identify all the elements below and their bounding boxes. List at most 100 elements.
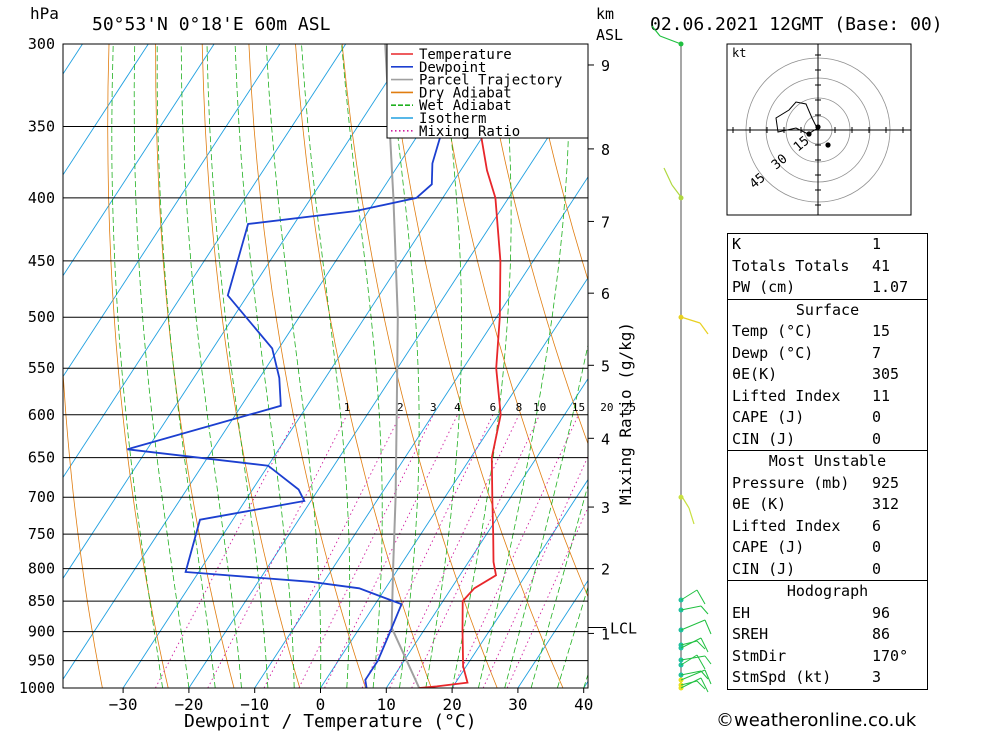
isotherm-line: [0, 44, 17, 688]
wet-adiabat-line: [341, 44, 383, 688]
surface-value: 0: [872, 429, 882, 448]
most_unstable-value: 0: [872, 538, 882, 556]
wind-barb: [688, 507, 695, 525]
mixing-ratio-line: [207, 414, 348, 688]
hodograph_table-value: 86: [872, 625, 891, 643]
mixing-ratio-label: 15: [572, 401, 585, 414]
pressure-tick-label: 550: [28, 359, 55, 377]
height-axis: 9 8 7 6 5 4 3 2 1 LCL: [588, 57, 637, 643]
wind-barb: [680, 677, 702, 689]
surface-row: CAPE (J) 0: [728, 407, 927, 429]
dry-adiabat-line: [388, 44, 564, 688]
hodograph_table-row: SREH 86: [728, 624, 927, 646]
surface-key: Lifted Index: [732, 386, 841, 405]
indices-key: Totals Totals: [732, 256, 850, 275]
wind-barb: [680, 670, 702, 676]
indices-row: Totals Totals 41: [728, 256, 927, 278]
hodograph_table-key: StmDir: [732, 646, 787, 665]
surface-key: Dewp (°C): [732, 343, 814, 362]
pressure-tick-label: 750: [28, 525, 55, 543]
height-tick-label: 6: [601, 285, 610, 303]
wind-barb: [704, 619, 712, 635]
most_unstable-row: Lifted Index 6: [728, 516, 927, 538]
mixing-ratio-label: 20: [600, 401, 613, 414]
wind-barb: [680, 637, 702, 649]
mixing-ratio-label: 1: [344, 401, 351, 414]
most_unstable-key: Lifted Index: [732, 516, 841, 535]
hodograph_table-key: SREH: [732, 625, 769, 643]
surface-row: CIN (J) 0: [728, 429, 927, 451]
wet-adiabat-line: [156, 44, 216, 688]
pressure-tick-label: 1000: [19, 679, 55, 697]
hpa-unit-label: hPa: [30, 4, 59, 23]
pressure-tick-label: 300: [28, 35, 55, 53]
legend-box: [386, 43, 589, 139]
lcl-label: LCL: [610, 619, 637, 637]
indices-row: PW (cm) 1.07: [728, 277, 927, 299]
wet-adiabat-line: [425, 44, 463, 688]
isotherm-line: [320, 277, 588, 688]
mixing-ratio-line: [263, 414, 401, 688]
wind-barb: [700, 605, 709, 615]
height-tick-label: 3: [601, 499, 610, 517]
dry-adiabat-line: [528, 44, 588, 282]
wet-adiabat-line: [206, 44, 269, 688]
mixing-ratio-label: 6: [490, 401, 497, 414]
hodograph_table-row: StmDir 170°: [728, 646, 927, 668]
indices-value: 41: [872, 256, 891, 275]
wind-barb: [696, 589, 706, 605]
indices-section: K 1 Totals Totals 41 PW (cm) 1.07: [728, 234, 927, 299]
temperature-line: [419, 44, 502, 688]
copyright-text: ©weatheronline.co.uk: [716, 710, 917, 731]
wind-barb-dot: [678, 195, 684, 201]
hodograph_table-value: 96: [872, 603, 891, 622]
isotherm-line: [188, 75, 588, 688]
wind-barb: [651, 25, 661, 37]
height-tick-label: 5: [601, 357, 610, 375]
wind-barb: [680, 589, 698, 601]
legend-label: Dry Adiabat: [419, 85, 512, 101]
wet-adiabat-line: [234, 44, 295, 688]
dry-adiabat-line: [481, 44, 588, 445]
most_unstable-key: CAPE (J): [732, 538, 805, 556]
most_unstable-key: CIN (J): [732, 559, 796, 578]
plot-frame: [62, 43, 589, 689]
mixing-ratio-line: [452, 414, 579, 688]
surface-section: Temp (°C) 15 Dewp (°C) 7 θE(K) 305 Lifted Inde…: [728, 321, 927, 450]
temp-tick-label: 30: [508, 695, 527, 714]
mixing-ratio-label: 10: [533, 401, 546, 414]
pressure-tick-label: 850: [28, 592, 55, 610]
isotherm-line: [63, 44, 149, 176]
mixing-ratio-label: 4: [454, 401, 461, 414]
wind-barb: [671, 184, 682, 198]
isotherm-line: [63, 44, 281, 378]
most_unstable-value: 312: [872, 495, 900, 513]
height-tick-label: 1: [601, 625, 610, 643]
wind-barb: [680, 605, 702, 611]
pressure-tick-label: 650: [28, 449, 55, 467]
legend-label: Dewpoint: [419, 60, 486, 76]
most_unstable-value: 0: [872, 559, 882, 578]
isotherm-line: [451, 478, 588, 688]
hodograph-trace: [775, 101, 819, 135]
wet-adiabat-line: [478, 44, 570, 688]
surface-key: CIN (J): [732, 429, 796, 448]
hodograph_table-value: 3: [872, 668, 882, 686]
temp-tick-label: −10: [240, 695, 269, 714]
sounding-series: [127, 44, 502, 688]
wind-barb: [704, 669, 712, 685]
surface-value: 0: [872, 408, 882, 426]
mixing-axis-label: Mixing Ratio (g/kg): [616, 322, 635, 505]
height-tick-label: 4: [601, 430, 610, 448]
wind-barb: [704, 655, 712, 665]
wind-barb-dot: [678, 41, 684, 47]
datetime-title: 02.06.2021 12GMT (Base: 00): [650, 14, 943, 35]
wind-barb: [700, 677, 709, 693]
height-tick-label: 2: [601, 561, 610, 579]
most_unstable-value: 6: [872, 516, 882, 535]
most_unstable-row: CAPE (J) 0: [728, 537, 927, 559]
wind-barb: [663, 167, 673, 186]
surface-key: CAPE (J): [732, 408, 805, 426]
